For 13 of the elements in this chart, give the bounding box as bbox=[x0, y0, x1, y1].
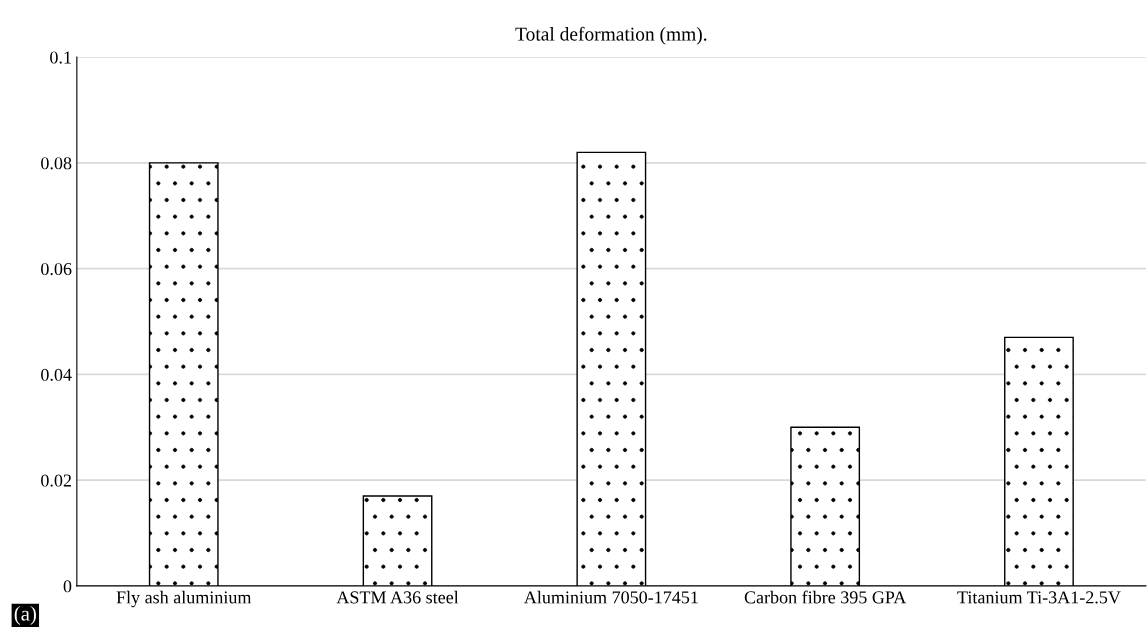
x-tick-label: ASTM A36 steel bbox=[336, 590, 459, 604]
y-tick-label: 0.08 bbox=[41, 157, 72, 170]
text: (a) bbox=[14, 606, 36, 625]
chart-title: Total deformation (mm). bbox=[515, 26, 707, 45]
y-tick-label: 0.04 bbox=[41, 368, 72, 381]
y-tick-label: 0.1 bbox=[50, 51, 71, 64]
x-tick-label: Titanium Ti-3A1-2.5V bbox=[957, 591, 1121, 604]
x-tick-label: Aluminium 7050-17451 bbox=[524, 590, 698, 604]
y-tick-label: 0.06 bbox=[41, 262, 72, 276]
x-tick-label: Carbon fibre 395 GPA bbox=[744, 590, 907, 604]
y-tick-label: 0.02 bbox=[41, 474, 71, 487]
y-tick-label: 0 bbox=[63, 580, 72, 593]
x-tick-label: Fly ash aluminium bbox=[116, 590, 252, 608]
